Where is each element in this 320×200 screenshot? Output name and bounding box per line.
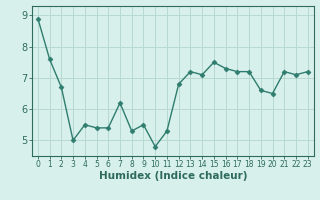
X-axis label: Humidex (Indice chaleur): Humidex (Indice chaleur) (99, 171, 247, 181)
